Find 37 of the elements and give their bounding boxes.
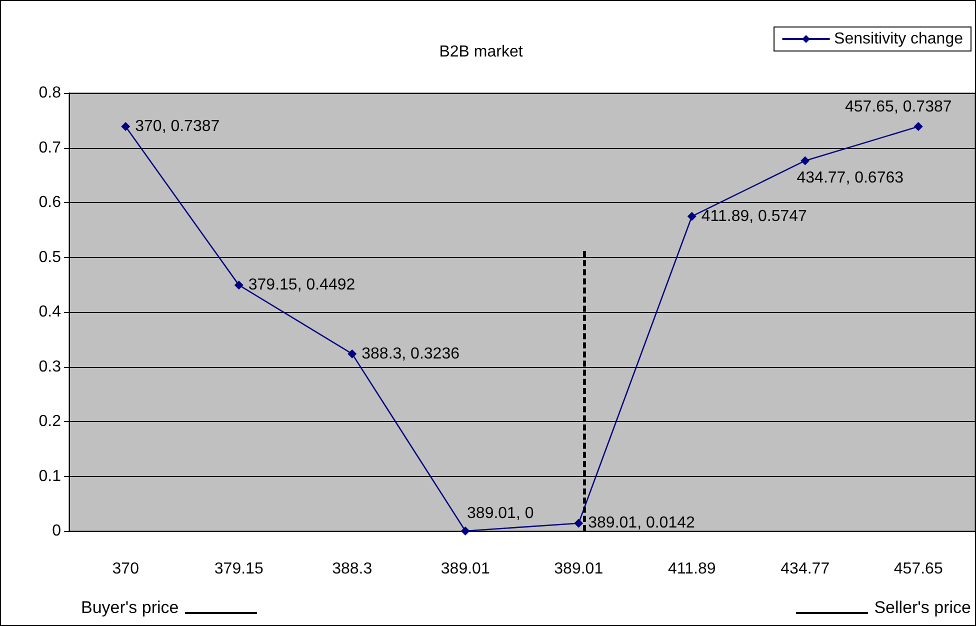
y-tick-label: 0.6 — [38, 194, 62, 211]
x-tick-label: 379.15 — [214, 560, 264, 578]
data-label: 370, 0.7387 — [135, 118, 220, 136]
x-tick-label: 457.65 — [894, 560, 943, 578]
chart-title: B2B market — [439, 44, 524, 60]
x-tick-label: 389.01 — [440, 560, 490, 578]
point — [121, 122, 130, 132]
legend-label: Sensitivity change — [834, 30, 964, 48]
data-label: 379.15, 0.4492 — [248, 276, 356, 294]
x-tick-label: 411.89 — [668, 560, 716, 578]
data-label: 457.65, 0.7387 — [844, 98, 952, 116]
x-tick-label: 370 — [112, 560, 140, 578]
data-label: 388.3, 0.3236 — [362, 345, 460, 362]
y-tick-label: 0.8 — [38, 84, 62, 102]
point — [460, 526, 470, 536]
text: Buyer's price — [81, 598, 179, 618]
y-tick-label: 0 — [52, 522, 62, 540]
point — [687, 212, 696, 221]
point — [234, 280, 244, 290]
y-tick-label: 0.4 — [38, 304, 62, 320]
data-label: 389.01, 0 — [467, 505, 534, 522]
data-label: 411.89, 0.5747 — [701, 208, 808, 225]
point — [574, 518, 584, 528]
point — [800, 156, 810, 166]
y-tick-label: 0.3 — [38, 358, 62, 376]
point — [914, 122, 923, 132]
point — [348, 349, 357, 358]
y-tick-label: 0.2 — [38, 413, 62, 430]
x-tick-label: 388.3 — [332, 560, 372, 578]
text: Seller's price — [874, 598, 971, 618]
x-tick-label: 434.77 — [780, 560, 830, 578]
y-tick-label: 0.5 — [38, 248, 62, 266]
x-tick-label: 389.01 — [554, 560, 604, 578]
data-label: 389.01, 0.0142 — [588, 514, 695, 532]
y-tick-label: 0.7 — [38, 139, 62, 156]
data-label: 434.77, 0.6763 — [796, 170, 904, 187]
y-tick-label: 0.1 — [38, 468, 62, 485]
